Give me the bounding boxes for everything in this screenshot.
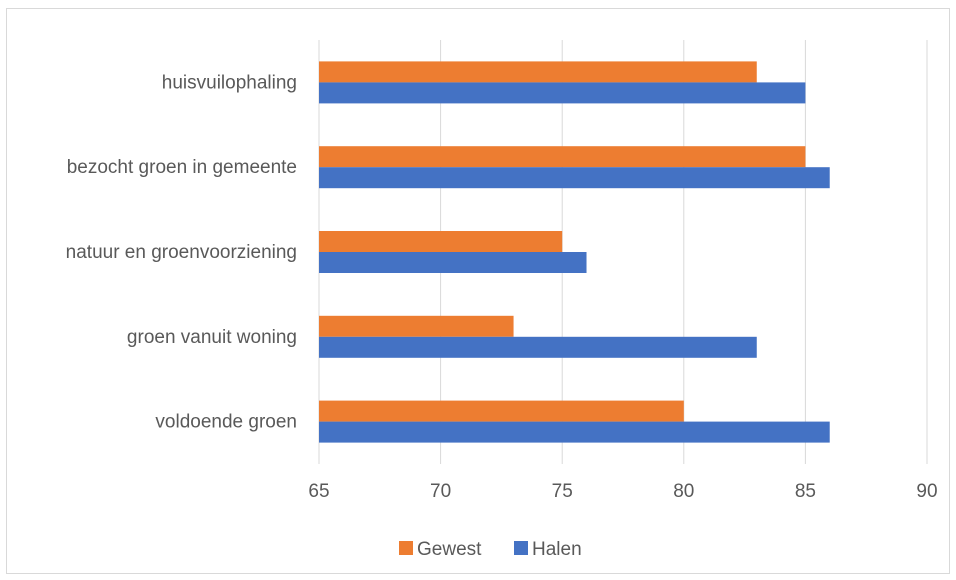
bar-halen-3 (319, 336, 757, 358)
bar-gewest-1 (319, 146, 806, 168)
x-tick-label-75: 75 (552, 481, 573, 502)
bar-halen-4 (319, 421, 830, 443)
category-label: voldoende groen (155, 412, 297, 433)
x-tick-label-70: 70 (430, 481, 451, 502)
category-label: natuur en groenvoorziening (66, 242, 297, 263)
category-labels: huisvuilophaling bezocht groen in gemeent… (66, 72, 297, 432)
bar-gewest-0 (319, 61, 757, 83)
category-label: groen vanuit woning (127, 327, 297, 348)
legend-swatch-halen (514, 541, 528, 555)
x-tick-label-80: 80 (673, 481, 694, 502)
legend-label-halen: Halen (532, 539, 582, 560)
legend-swatch-gewest (399, 541, 413, 555)
bar-gewest-4 (319, 400, 684, 422)
x-tick-labels: 65 70 75 80 85 90 (308, 481, 937, 502)
legend-label-gewest: Gewest (417, 539, 482, 560)
bar-halen-0 (319, 82, 806, 104)
legend: Gewest Halen (399, 539, 582, 560)
category-label: huisvuilophaling (162, 72, 297, 93)
x-tick-label-65: 65 (308, 481, 329, 502)
bar-gewest-3 (319, 315, 514, 337)
bar-gewest-2 (319, 231, 563, 252)
x-tick-label-85: 85 (795, 481, 816, 502)
category-label: bezocht groen in gemeente (67, 157, 297, 178)
bar-halen-1 (319, 167, 830, 189)
x-tick-label-90: 90 (916, 481, 937, 502)
bars (319, 61, 830, 443)
gridlines (318, 40, 928, 464)
bar-halen-2 (319, 252, 587, 273)
